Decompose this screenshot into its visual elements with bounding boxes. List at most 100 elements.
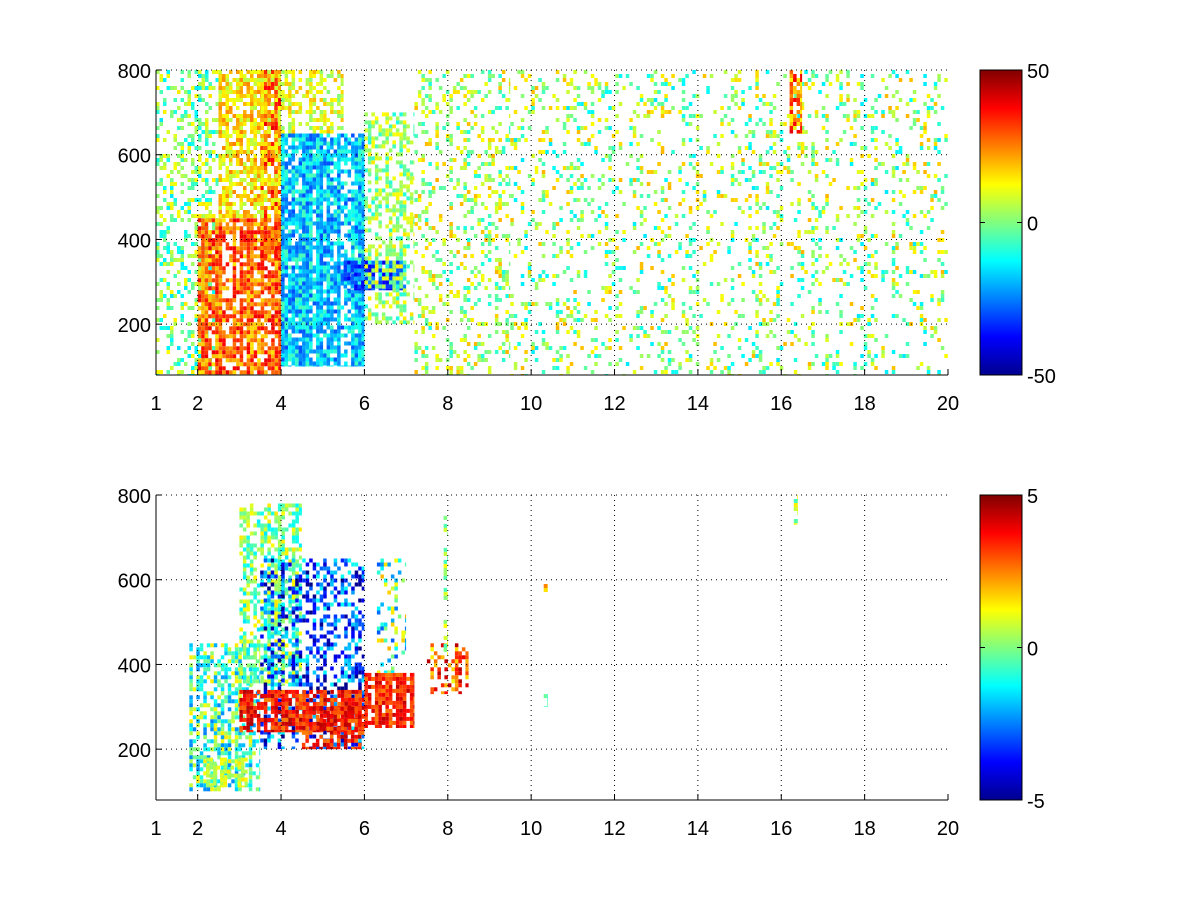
heatmap-cell: [466, 354, 471, 358]
heatmap-cell: [236, 338, 240, 343]
heatmap-cell: [187, 74, 191, 78]
heatmap-cell: [498, 174, 502, 178]
heatmap-cell: [260, 74, 264, 78]
heatmap-cell: [204, 294, 209, 299]
heatmap-cell: [159, 254, 163, 258]
heatmap-cell: [559, 318, 563, 322]
heatmap-cell: [215, 346, 219, 351]
heatmap-cell: [347, 341, 352, 346]
heatmap-cell: [421, 306, 425, 310]
heatmap-cell: [232, 218, 237, 223]
heatmap-cell: [246, 298, 251, 303]
heatmap-cell: [312, 118, 317, 122]
heatmap-cell: [316, 161, 320, 166]
heatmap-cell: [309, 153, 313, 158]
heatmap-cell: [205, 74, 209, 78]
heatmap-cell: [402, 112, 407, 117]
heatmap-cell: [524, 350, 528, 354]
heatmap-cell: [487, 154, 492, 158]
heatmap-cell: [312, 86, 317, 90]
heatmap-cell: [409, 312, 414, 317]
heatmap-cell: [274, 114, 278, 118]
heatmap-cell: [480, 138, 485, 142]
heatmap-cell: [281, 253, 285, 258]
heatmap-cell: [295, 177, 299, 182]
heatmap-cell: [281, 153, 285, 158]
heatmap-cell: [428, 86, 432, 90]
heatmap-cell: [688, 122, 693, 126]
heatmap-cell: [295, 102, 299, 106]
heatmap-cell: [253, 94, 257, 98]
heatmap-cell: [229, 358, 233, 363]
heatmap-cell: [358, 361, 362, 366]
heatmap-cell: [278, 126, 281, 130]
heatmap-cell: [667, 362, 672, 366]
heatmap-cell: [312, 313, 317, 318]
heatmap-cell: [267, 182, 271, 186]
heatmap-cell: [653, 226, 658, 230]
heatmap-cell: [274, 218, 278, 222]
heatmap-cell: [316, 281, 320, 286]
heatmap-cell: [632, 226, 637, 230]
heatmap-cell: [218, 122, 222, 126]
heatmap-cell: [271, 350, 275, 355]
heatmap-cell: [156, 282, 160, 286]
heatmap-cell: [243, 282, 247, 287]
heatmap-cell: [271, 178, 275, 182]
heatmap-cell: [681, 90, 686, 94]
heatmap-cell: [615, 338, 619, 342]
heatmap-cell: [351, 145, 355, 150]
heatmap-cell: [604, 254, 609, 258]
heatmap-cell: [201, 214, 205, 218]
heatmap-cell: [435, 106, 439, 110]
heatmap-cell: [284, 313, 289, 318]
heatmap-cell: [156, 110, 160, 114]
heatmap-cell: [435, 102, 439, 106]
heatmap-cell: [632, 326, 637, 330]
heatmap-cell: [205, 170, 209, 174]
heatmap-cell: [449, 178, 453, 182]
heatmap-cell: [163, 154, 167, 158]
heatmap-cell: [250, 222, 254, 227]
heatmap-cell: [232, 238, 237, 243]
heatmap-cell: [177, 258, 181, 262]
heatmap-cell: [298, 337, 303, 342]
heatmap-cell: [367, 312, 372, 317]
heatmap-cell: [298, 133, 303, 138]
heatmap-cell: [305, 177, 310, 182]
heatmap-cell: [513, 366, 518, 370]
heatmap-cell: [298, 317, 303, 322]
heatmap-cell: [657, 282, 661, 286]
heatmap-cell: [267, 102, 271, 106]
heatmap-cell: [253, 138, 257, 142]
heatmap-cell: [508, 78, 511, 82]
heatmap-cell: [281, 213, 285, 218]
heatmap-cell: [246, 182, 250, 186]
heatmap-cell: [284, 74, 289, 78]
heatmap-cell: [487, 238, 492, 242]
heatmap-cell: [351, 341, 355, 346]
heatmap-cell: [463, 130, 467, 134]
heatmap-cell: [225, 130, 229, 134]
heatmap-cell: [236, 322, 240, 327]
heatmap-cell: [284, 337, 289, 342]
heatmap-cell: [681, 106, 686, 110]
heatmap-cell: [232, 190, 236, 194]
heatmap-cell: [316, 181, 320, 186]
heatmap-cell: [260, 370, 265, 375]
heatmap-cell: [215, 310, 219, 315]
heatmap-cell: [463, 338, 467, 342]
heatmap-cell: [319, 357, 324, 362]
heatmap-cell: [513, 198, 518, 202]
heatmap-cell: [239, 162, 243, 166]
heatmap-cell: [435, 130, 439, 134]
heatmap-cell: [524, 302, 528, 306]
heatmap-cell: [271, 202, 275, 206]
heatmap-cell: [517, 126, 521, 130]
heatmap-cell: [333, 141, 338, 146]
heatmap-cell: [260, 114, 264, 118]
heatmap-cell: [191, 134, 195, 138]
heatmap-cell: [566, 366, 570, 370]
heatmap-cell: [180, 246, 184, 250]
heatmap-cell: [232, 322, 237, 327]
